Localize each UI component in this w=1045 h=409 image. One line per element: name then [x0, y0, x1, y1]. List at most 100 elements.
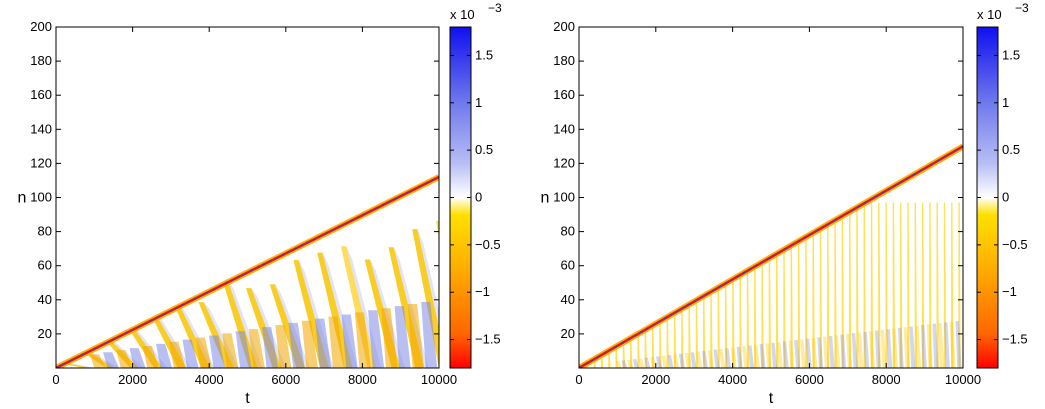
y-tick-label: 80	[38, 224, 52, 239]
stripe-mark	[827, 222, 830, 368]
band-mark	[341, 314, 358, 368]
panel-1: 0 2000 4000 6000 8000 10000204060801001201401…	[18, 1, 502, 407]
band-mark	[823, 336, 829, 368]
stripe-mark	[958, 202, 961, 368]
y-tick-label: 20	[561, 326, 575, 341]
y-axis-label: n	[18, 190, 27, 207]
y-tick-label: 40	[561, 292, 575, 307]
y-tick-label: 140	[30, 121, 52, 136]
stripe-mark	[732, 277, 735, 368]
x-tick-label: 8000	[872, 372, 901, 387]
band-mark	[794, 340, 801, 368]
band-mark	[765, 343, 772, 368]
band-mark	[690, 352, 697, 368]
band-mark	[661, 355, 668, 368]
band-mark	[736, 346, 743, 368]
band-mark	[753, 344, 760, 368]
band-mark	[880, 329, 887, 368]
colorbar-tick-label: 0	[475, 190, 482, 205]
stripe-mark	[717, 285, 720, 368]
heatmap-field	[56, 27, 439, 368]
stripe-mark	[907, 202, 910, 368]
x-tick-label: 0	[52, 372, 59, 387]
band-mark	[800, 339, 806, 368]
band-mark	[788, 340, 795, 368]
band-mark	[932, 323, 939, 368]
band-mark	[857, 332, 864, 368]
x-tick-label: 10000	[421, 372, 457, 387]
band-mark	[394, 306, 411, 368]
band-mark	[169, 341, 186, 368]
band-mark	[644, 357, 651, 368]
band-mark	[782, 341, 789, 368]
stripe-mark	[673, 311, 677, 368]
colorbar-scale-label: x 10	[977, 7, 1002, 22]
band-mark	[381, 308, 398, 368]
band-mark	[696, 351, 703, 368]
y-tick-label: 140	[553, 121, 575, 136]
stripe-mark	[870, 202, 874, 368]
stripe-mark	[695, 298, 699, 368]
band-mark	[886, 329, 893, 368]
band-mark	[621, 360, 628, 368]
x-tick-label: 6000	[795, 372, 824, 387]
stripe-mark	[340, 246, 377, 368]
colorbar: 1.5 1 0.5 0 −0.5 −1 −1.5 x 10 −3	[976, 1, 1029, 369]
stripe-mark	[739, 273, 742, 368]
band-mark	[407, 303, 424, 368]
band-mark	[209, 335, 226, 368]
band-mark	[869, 331, 876, 368]
band-mark	[920, 325, 927, 368]
band-mark	[915, 325, 922, 368]
band-mark	[725, 348, 732, 368]
band-mark	[840, 334, 847, 368]
x-tick-label: 6000	[271, 372, 300, 387]
band-mark	[897, 327, 904, 368]
empty-region	[56, 27, 439, 368]
band-mark	[650, 357, 657, 368]
stripe-mark	[768, 256, 771, 368]
band-mark	[828, 335, 835, 368]
panel-2: 0 2000 4000 6000 8000 10000204060801001201401…	[541, 1, 1029, 407]
x-tick-label: 2000	[118, 372, 147, 387]
y-tick-label: 200	[30, 19, 52, 34]
colorbar-scale-exponent: −3	[1015, 1, 1029, 15]
heatmap-field	[579, 27, 963, 368]
colorbar-tick-label: −1.5	[475, 332, 501, 347]
band-mark	[235, 331, 252, 368]
stripe-mark	[746, 269, 750, 368]
band-mark	[707, 350, 714, 368]
x-tick-label: 2000	[641, 372, 670, 387]
stripe-mark	[659, 319, 662, 368]
colorbar-tick-label: 1	[475, 95, 482, 110]
stripe-mark	[681, 306, 684, 368]
front-line	[579, 145, 963, 368]
band-mark	[615, 361, 622, 368]
stripe-mark	[929, 202, 932, 368]
band-mark	[222, 333, 239, 368]
band-mark	[155, 343, 173, 368]
band-mark	[874, 330, 881, 368]
stripe-mark	[761, 260, 764, 368]
stripe-mark	[834, 218, 837, 368]
y-tick-label: 100	[553, 190, 575, 205]
stripe-mark	[222, 279, 258, 368]
band-mark	[944, 322, 950, 368]
x-tick-label: 4000	[195, 372, 224, 387]
colorbar-tick-label: −1.5	[1002, 332, 1028, 347]
band-mark	[142, 345, 159, 368]
y-tick-label: 120	[553, 155, 575, 170]
band-mark	[730, 347, 737, 368]
y-tick-label: 160	[553, 87, 575, 102]
band-mark	[275, 324, 292, 368]
band-mark	[719, 348, 726, 368]
band-mark	[182, 339, 199, 368]
stripe-mark	[885, 202, 888, 368]
stripe-mark	[615, 344, 618, 368]
band-mark	[892, 328, 899, 368]
band-mark	[667, 355, 674, 368]
stripe-mark	[856, 205, 859, 368]
colorbar-tick-label: −0.5	[1002, 237, 1028, 252]
colorbar-tick-label: 0	[1002, 190, 1009, 205]
stripe-mark	[417, 229, 439, 328]
